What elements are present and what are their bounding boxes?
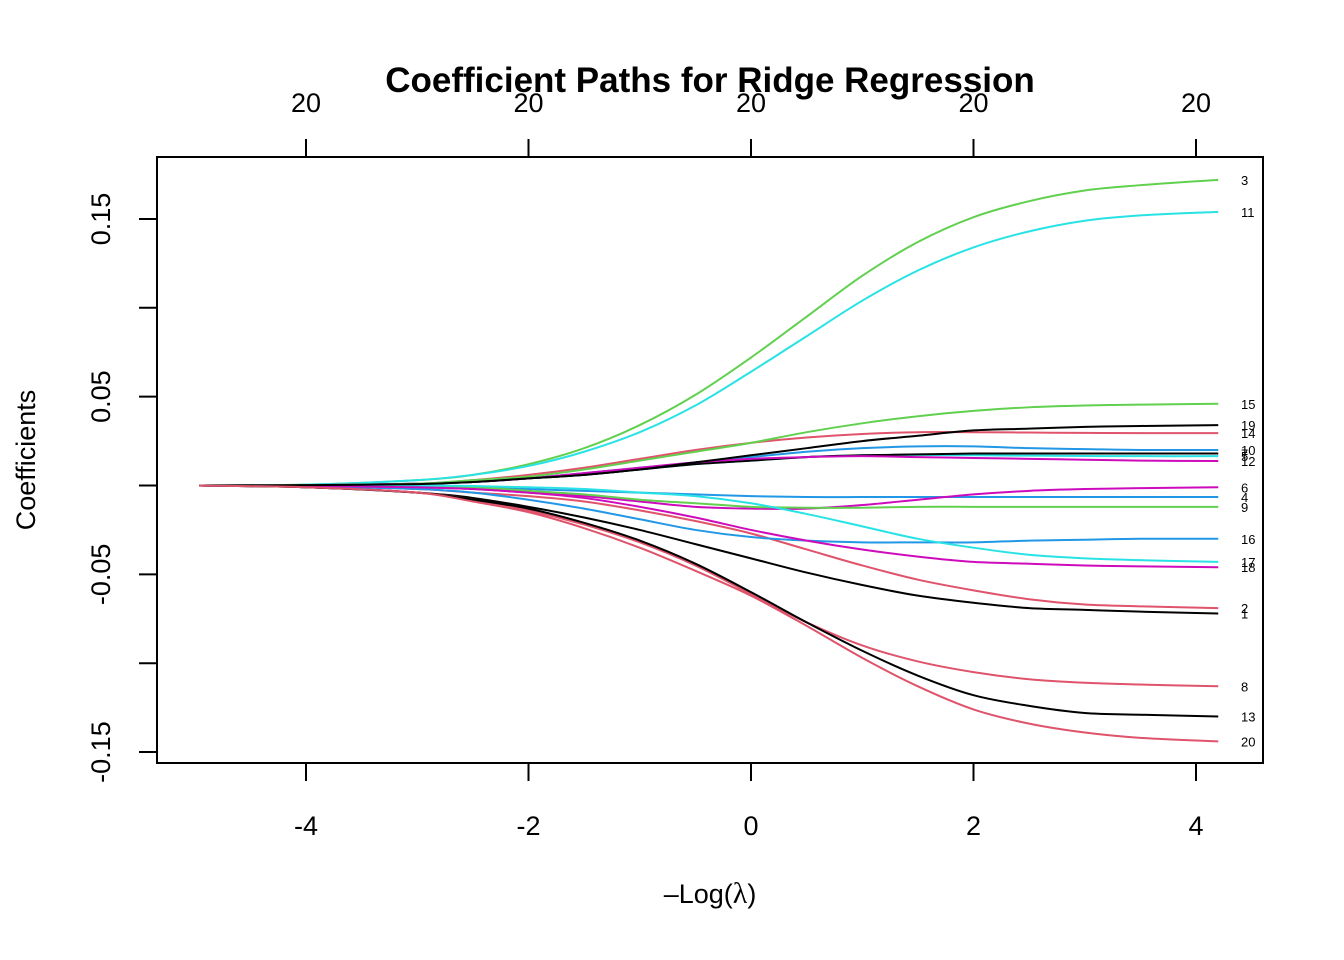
chart-title: Coefficient Paths for Ridge Regression: [385, 61, 1035, 100]
path-label-5: 5: [1241, 449, 1248, 464]
coefficient-path-11: [199, 210, 1219, 487]
x-tick-label: 2: [966, 811, 981, 841]
top-axis: 20 20 20 20 20: [291, 88, 1211, 157]
top-tick-label: 20: [291, 88, 321, 118]
path-label-6: 6: [1241, 480, 1248, 495]
x-axis-label-log: Log(: [679, 879, 733, 909]
coefficient-paths: [199, 178, 1219, 743]
path-label-14: 14: [1241, 426, 1255, 441]
top-tick-label: 20: [513, 88, 543, 118]
y-axis-label: Coefficients: [11, 390, 41, 531]
coefficient-path-7: [199, 452, 1219, 487]
plot-frame: [156, 156, 1264, 764]
path-label-11: 11: [1241, 205, 1255, 220]
coefficient-path-18: [199, 484, 1219, 569]
x-axis-label-minus: –: [664, 879, 679, 909]
path-label-1: 1: [1241, 606, 1248, 621]
top-tick-label: 20: [1181, 88, 1211, 118]
y-axis: -0.15 -0.05 0.05 0.15: [86, 193, 157, 783]
coefficient-path-16: [199, 484, 1219, 544]
coefficient-path-19: [199, 424, 1219, 487]
path-label-10: 10: [1241, 443, 1255, 458]
path-label-13: 13: [1241, 710, 1255, 725]
y-tick-label: 0.05: [86, 370, 116, 423]
coefficient-path-15: [199, 402, 1219, 487]
path-label-12: 12: [1241, 454, 1255, 469]
x-tick-label: 0: [743, 811, 758, 841]
x-axis-label-lambda: λ: [733, 877, 748, 910]
path-label-17: 17: [1241, 555, 1255, 570]
coefficient-path-17: [199, 484, 1219, 563]
path-label-16: 16: [1241, 532, 1255, 547]
coefficient-path-8: [199, 484, 1219, 688]
x-tick-label: 4: [1188, 811, 1203, 841]
path-label-19: 19: [1241, 418, 1255, 433]
path-label-2: 2: [1241, 601, 1248, 616]
path-label-8: 8: [1241, 679, 1248, 694]
path-label-3: 3: [1241, 173, 1248, 188]
x-axis-label-close: ): [747, 879, 756, 909]
coefficient-path-10: [199, 445, 1219, 487]
path-label-15: 15: [1241, 397, 1255, 412]
y-tick-label: -0.05: [86, 544, 116, 606]
path-label-9: 9: [1241, 500, 1248, 515]
x-tick-label: -4: [294, 811, 318, 841]
path-label-20: 20: [1241, 734, 1255, 749]
y-tick-label: -0.15: [86, 721, 116, 783]
coefficient-path-20: [199, 484, 1219, 743]
top-tick-label: 20: [958, 88, 988, 118]
coefficient-path-3: [199, 178, 1219, 487]
path-label-7: 7: [1241, 447, 1248, 462]
path-label-4: 4: [1241, 490, 1248, 505]
x-axis: -4 -2 0 2 4: [294, 763, 1204, 841]
y-tick-label: 0.15: [86, 193, 116, 246]
x-tick-label: -2: [516, 811, 540, 841]
x-axis-label: –Log(λ): [664, 877, 757, 910]
path-label-18: 18: [1241, 560, 1255, 575]
top-tick-label: 20: [736, 88, 766, 118]
